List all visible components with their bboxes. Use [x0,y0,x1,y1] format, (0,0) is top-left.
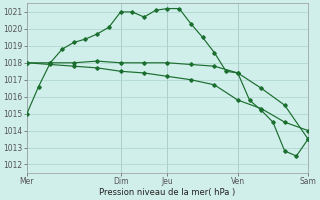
X-axis label: Pression niveau de la mer( hPa ): Pression niveau de la mer( hPa ) [100,188,236,197]
